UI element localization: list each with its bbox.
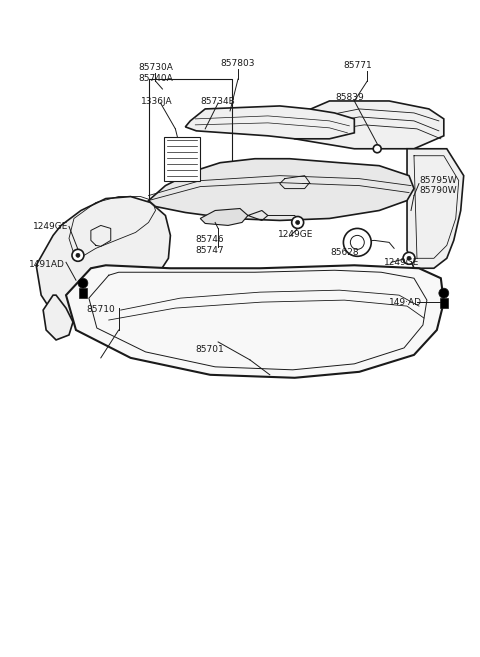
Polygon shape xyxy=(407,148,464,268)
Text: 85771: 85771 xyxy=(343,61,372,70)
Circle shape xyxy=(296,221,300,225)
Circle shape xyxy=(373,145,381,152)
Bar xyxy=(79,288,87,298)
Circle shape xyxy=(292,216,304,229)
Text: 85839: 85839 xyxy=(335,93,364,102)
Text: 85628: 85628 xyxy=(330,248,359,258)
Text: 85701: 85701 xyxy=(196,345,225,354)
Circle shape xyxy=(439,288,449,298)
Text: 85734B: 85734B xyxy=(200,97,235,106)
Polygon shape xyxy=(66,265,444,378)
Text: 1249GE: 1249GE xyxy=(33,223,69,231)
Text: 1336JA: 1336JA xyxy=(141,97,172,106)
Circle shape xyxy=(343,229,371,256)
Text: 1249GE: 1249GE xyxy=(278,231,313,239)
Bar xyxy=(165,137,200,181)
Polygon shape xyxy=(36,196,170,325)
Circle shape xyxy=(407,256,411,260)
Text: 85746
85747: 85746 85747 xyxy=(196,235,225,255)
Polygon shape xyxy=(148,159,414,221)
Polygon shape xyxy=(43,295,73,340)
Text: 1491AD: 1491AD xyxy=(29,260,65,269)
Circle shape xyxy=(350,235,364,250)
Polygon shape xyxy=(280,101,444,148)
Circle shape xyxy=(403,252,415,264)
Text: 1249GE: 1249GE xyxy=(384,258,420,267)
Text: 85710: 85710 xyxy=(86,305,115,314)
Text: 149·AD: 149·AD xyxy=(389,298,422,307)
Text: 85795W
85790W: 85795W 85790W xyxy=(419,175,456,195)
Circle shape xyxy=(72,250,84,261)
Polygon shape xyxy=(185,106,354,139)
Polygon shape xyxy=(200,208,248,225)
Text: 85730A
85740A: 85730A 85740A xyxy=(138,63,173,83)
Text: 857803: 857803 xyxy=(221,59,255,68)
Circle shape xyxy=(76,254,80,258)
Bar xyxy=(440,298,448,308)
Circle shape xyxy=(78,278,88,288)
